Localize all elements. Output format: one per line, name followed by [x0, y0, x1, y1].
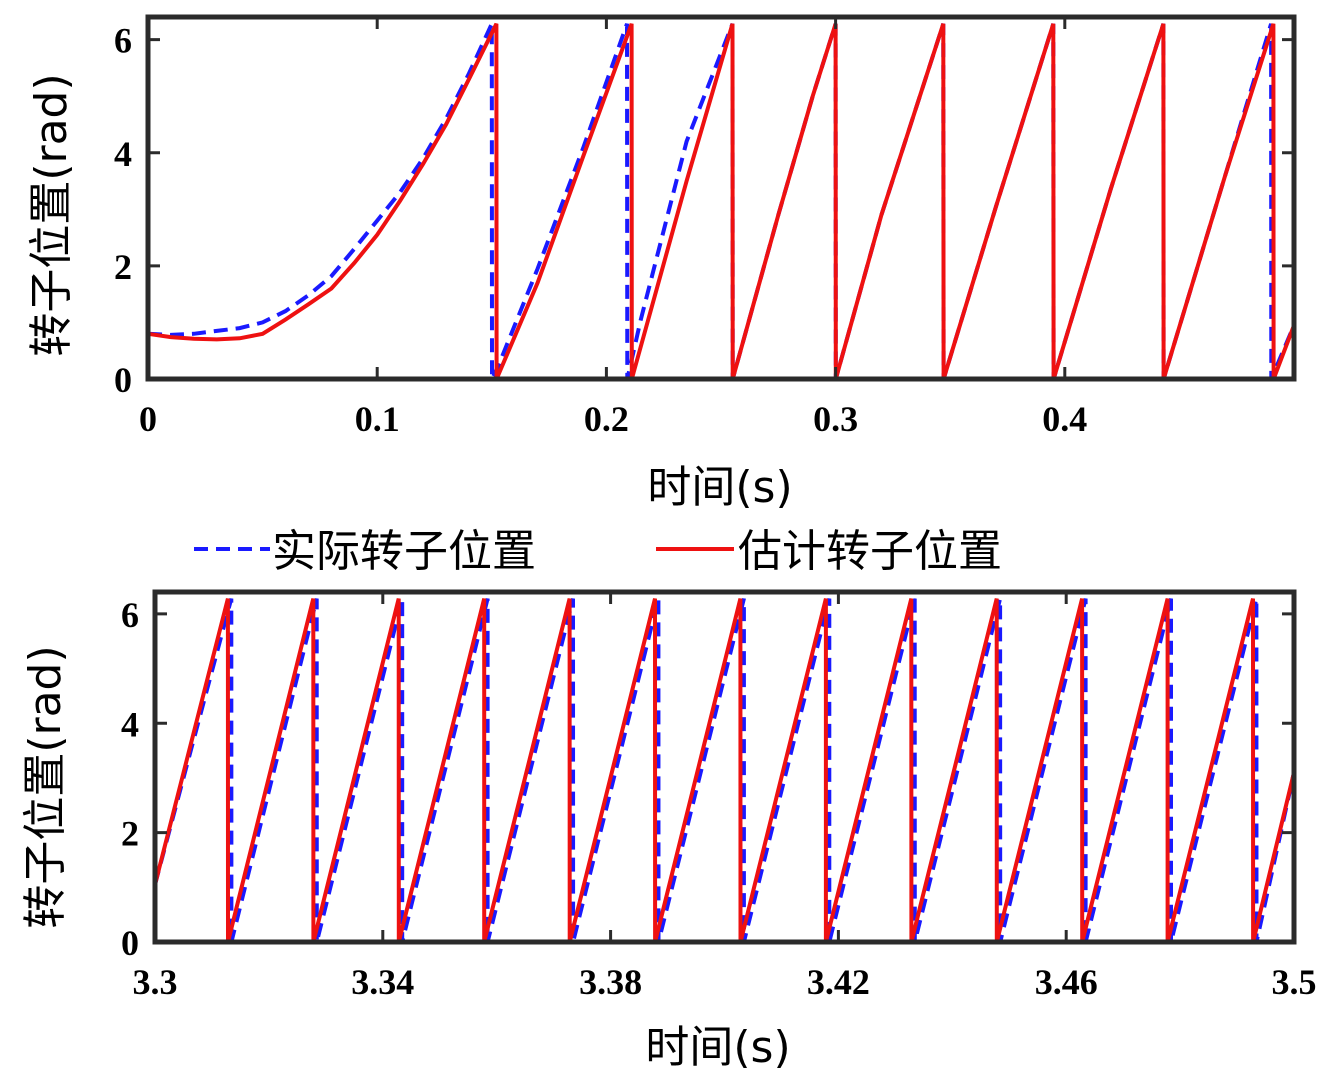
top-axes-frame: [145, 14, 1297, 382]
bottom-x-tick-label: 3.5: [1272, 962, 1317, 1002]
top-y-axis-label: 转子位置(rad): [26, 73, 77, 356]
bottom-x-axis-label: 时间(s): [645, 1022, 790, 1073]
bottom-axes-frame: [152, 589, 1297, 945]
legend-estimated-label: 估计转子位置: [738, 526, 1002, 577]
bottom-y-axis-label: 转子位置(rad): [20, 645, 71, 928]
top-x-tick-label: 0: [139, 399, 157, 439]
bottom-ticks: [153, 592, 1296, 944]
top-ticks: [146, 17, 1294, 381]
bottom-x-tick-label: 3.34: [351, 962, 414, 1002]
bottom-tick-labels: 3.3 3.34 3.38 3.42 3.46 3.5 0 2 4 6: [121, 595, 1317, 1002]
top-y-tick-label: 6: [114, 21, 132, 61]
top-y-tick-label: 0: [114, 360, 132, 400]
top-plot-area: [147, 22, 1296, 380]
chart-bottom: 3.3 3.34 3.38 3.42 3.46 3.5 0 2 4 6 时间(s) 转子位置(ra…: [20, 589, 1317, 1073]
bottom-x-tick-label: 3.46: [1035, 962, 1098, 1002]
bottom-y-tick-label: 4: [121, 704, 139, 744]
bottom-y-tick-label: 6: [121, 595, 139, 635]
bottom-x-tick-label: 3.3: [133, 962, 178, 1002]
bottom-plot-area: [153, 598, 1296, 943]
top-x-tick-label: 0.3: [813, 399, 858, 439]
top-tick-labels: 0 0.1 0.2 0.3 0.4 0 2 4 6: [114, 21, 1087, 439]
chart-top: 0 0.1 0.2 0.3 0.4 0 2 4 6 时间(s) 转子位置(rad): [26, 14, 1297, 513]
bottom-series-actual: [153, 598, 1296, 943]
bottom-series-estimated: [153, 598, 1296, 943]
top-x-axis-label: 时间(s): [647, 462, 792, 513]
top-series-actual: [147, 22, 1296, 380]
top-series-estimated: [147, 22, 1296, 380]
top-y-tick-label: 2: [114, 247, 132, 287]
bottom-y-tick-label: 2: [121, 814, 139, 854]
legend: 实际转子位置 估计转子位置: [194, 526, 1002, 577]
legend-actual-label: 实际转子位置: [272, 526, 536, 577]
top-x-tick-label: 0.4: [1042, 399, 1087, 439]
bottom-y-tick-label: 0: [121, 923, 139, 963]
bottom-x-tick-label: 3.42: [807, 962, 870, 1002]
top-x-tick-label: 0.2: [584, 399, 629, 439]
bottom-x-tick-label: 3.38: [579, 962, 642, 1002]
top-x-tick-label: 0.1: [355, 399, 400, 439]
top-y-tick-label: 4: [114, 134, 132, 174]
